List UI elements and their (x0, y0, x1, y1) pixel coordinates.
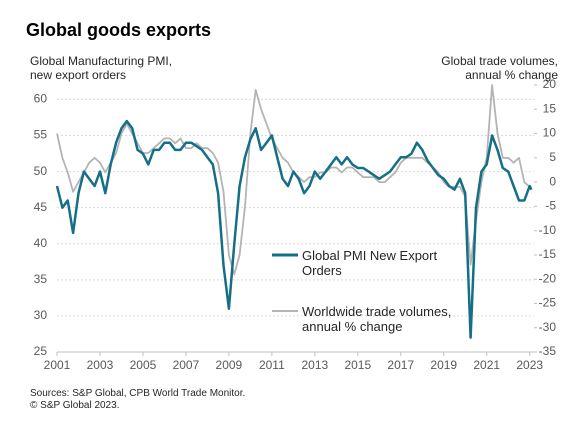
y2-tick-label: -35 (539, 344, 557, 358)
y2-axis-label: Global trade volumes, annual % change (441, 54, 558, 82)
y2-tick-label: 15 (543, 101, 557, 115)
series-line (55, 119, 533, 339)
y-tick-label: 60 (34, 92, 48, 106)
y2-tick-label: -25 (539, 296, 557, 310)
x-tick-label: 2017 (387, 358, 414, 372)
y-tick-label: 40 (34, 236, 48, 250)
y2-tick-label: -5 (545, 199, 556, 213)
y-axis-label: Global Manufacturing PMI, new export ord… (30, 54, 173, 82)
y2-tick-label: 10 (543, 126, 557, 140)
x-tick-label: 2007 (173, 358, 200, 372)
x-tick-label: 2005 (130, 358, 157, 372)
x-tick-label: 2011 (259, 358, 285, 372)
y2-tick-label: -30 (539, 320, 557, 334)
y2-tick-label: -15 (539, 247, 557, 261)
y-tick-label: 55 (34, 128, 48, 142)
legend-label: Global PMI New Export Orders (302, 248, 438, 278)
x-tick-label: 2019 (430, 358, 457, 372)
chart-title: Global goods exports (26, 20, 212, 40)
y2-tick-label: 5 (549, 150, 556, 164)
y-tick-label: 45 (34, 200, 48, 214)
x-tick-label: 2009 (216, 358, 243, 372)
x-tick-label: 2021 (473, 358, 500, 372)
y2-tick-label: 20 (543, 77, 557, 91)
x-tick-label: 2023 (516, 358, 543, 372)
x-tick-label: 2015 (344, 358, 371, 372)
x-tick-label: 2013 (301, 358, 328, 372)
y-tick-label: 30 (34, 308, 48, 322)
x-tick-label: 2001 (44, 358, 71, 372)
y2-tick-label: -10 (539, 223, 557, 237)
x-tick-label: 2003 (87, 358, 114, 372)
y-tick-label: 35 (34, 272, 48, 286)
legend-label: Worldwide trade volumes, annual % change (302, 304, 452, 334)
y-tick-label: 25 (34, 344, 48, 358)
y2-tick-label: -20 (539, 271, 557, 285)
source-note: Sources: S&P Global, CPB World Trade Mon… (30, 388, 246, 411)
y-tick-label: 50 (34, 164, 48, 178)
y2-tick-label: 0 (549, 174, 556, 188)
